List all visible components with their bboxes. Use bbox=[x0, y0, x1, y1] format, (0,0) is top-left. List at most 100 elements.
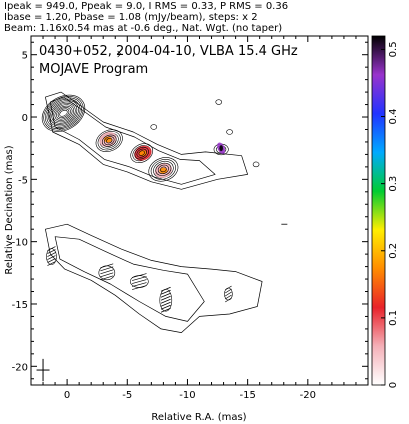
stokes-i-contour bbox=[148, 157, 179, 182]
stokes-i-contour bbox=[52, 104, 75, 123]
colorbar-label: 0.5 bbox=[388, 41, 399, 57]
evpa-vector bbox=[47, 255, 56, 260]
evpa-vector bbox=[225, 291, 232, 297]
evpa-vector bbox=[132, 282, 147, 287]
beam-marker bbox=[36, 50, 288, 382]
stokes-i-contour bbox=[49, 101, 78, 125]
evpa-vector bbox=[225, 294, 232, 300]
evpa-vector bbox=[160, 307, 171, 313]
y-tick-label: 5 bbox=[22, 51, 28, 62]
lower-jet-polarization-contours bbox=[45, 223, 263, 333]
jet-envelope-contour bbox=[45, 91, 248, 190]
x-tick-label: 0 bbox=[64, 390, 70, 401]
plot-frame bbox=[30, 35, 369, 386]
stokes-i-contour bbox=[150, 159, 176, 180]
x-tick-label: -15 bbox=[239, 390, 255, 401]
colorbar-label: 0.4 bbox=[388, 109, 399, 125]
stokes-i-contour-inner bbox=[155, 162, 172, 176]
colorbar: 0 0.1 0.2 0.3 0.4 0.5 bbox=[371, 35, 399, 388]
stokes-i-contour bbox=[56, 107, 71, 120]
evpa-vector bbox=[47, 252, 56, 257]
evpa-vector bbox=[160, 304, 171, 310]
colorbar-gradient bbox=[371, 35, 386, 386]
evpa-vector bbox=[47, 246, 56, 251]
evpa-vector bbox=[160, 301, 171, 307]
evpa-vector bbox=[47, 258, 56, 263]
x-tick-label: -10 bbox=[179, 390, 195, 401]
noise-contour bbox=[150, 124, 158, 130]
stokes-i-contour bbox=[57, 108, 70, 119]
x-tick-label: -20 bbox=[300, 390, 316, 401]
polarization-patches bbox=[99, 132, 226, 179]
evpa-vector bbox=[47, 249, 56, 254]
evpa-vector bbox=[160, 292, 171, 298]
jet-envelope-contour bbox=[49, 96, 216, 185]
stokes-i-contour-inner bbox=[136, 148, 147, 158]
stokes-i-contour-inner bbox=[157, 164, 169, 175]
x-axis-label: Relative R.A. (mas) bbox=[151, 412, 246, 423]
evpa-vector bbox=[160, 295, 171, 301]
polarization-patch-core bbox=[159, 167, 168, 174]
stokes-i-contour-inner bbox=[138, 150, 145, 156]
stokes-i-contour bbox=[97, 131, 121, 151]
colorbar-label: 0.2 bbox=[388, 243, 399, 259]
evpa-vector bbox=[100, 275, 114, 281]
noise-contour bbox=[215, 99, 223, 105]
y-tick-label: -15 bbox=[12, 300, 28, 311]
x-tick-label: -5 bbox=[122, 390, 132, 401]
evpa-vector bbox=[100, 269, 114, 275]
y-tick-label: -10 bbox=[12, 238, 28, 249]
evpa-vector bbox=[160, 289, 171, 295]
evpa-vector bbox=[47, 261, 56, 266]
evpa-vector bbox=[132, 276, 147, 281]
stokes-i-contour bbox=[51, 102, 76, 124]
stokes-i-contour-inner bbox=[101, 134, 117, 147]
stokes-i-contour bbox=[54, 105, 73, 121]
stokes-i-contour-inner bbox=[134, 146, 149, 160]
evpa-vector bbox=[100, 266, 114, 272]
stokes-i-contour bbox=[46, 98, 81, 128]
header-line-1: Ipeak = 949.0, Ppeak = 9.0, I RMS = 0.33… bbox=[4, 1, 289, 12]
stokes-i-contour bbox=[95, 129, 123, 152]
evpa-vector bbox=[225, 285, 232, 291]
stokes-i-contour bbox=[44, 97, 82, 130]
y-tick-label: 0 bbox=[22, 113, 28, 124]
stokes-i-contour-inner bbox=[160, 166, 167, 173]
stokes-i-contour bbox=[41, 94, 86, 132]
polarization-patch-core bbox=[219, 145, 223, 152]
stokes-i-contour bbox=[59, 109, 68, 117]
evpa-vector bbox=[132, 273, 147, 278]
colorbar-label: 0.1 bbox=[388, 310, 399, 326]
pol-intensity-contour bbox=[45, 223, 263, 333]
map-title: 0430+052, 2004-04-10, VLBA 15.4 GHz bbox=[39, 44, 298, 59]
stokes-i-contour bbox=[43, 96, 84, 131]
map-subtitle: MOJAVE Program bbox=[39, 62, 148, 77]
upper-jet-stokes-i-contours bbox=[41, 91, 260, 190]
noise-contour bbox=[226, 129, 233, 135]
noise-contour bbox=[117, 50, 122, 58]
y-tick-label: -5 bbox=[18, 175, 28, 186]
stokes-i-contour bbox=[48, 100, 79, 127]
stokes-i-contour-inner bbox=[106, 138, 113, 144]
evpa-vector bbox=[160, 298, 171, 304]
stokes-i-contour-inner bbox=[103, 136, 115, 146]
header-line-3: Beam: 1.16x0.54 mas at -0.6 deg., Nat. W… bbox=[4, 23, 283, 34]
evpa-vector bbox=[100, 272, 114, 278]
noise-contour bbox=[252, 161, 260, 168]
y-tick-label: -20 bbox=[12, 362, 28, 373]
colorbar-label: 0 bbox=[388, 382, 399, 388]
axis-ticks: 0 -5 -10 -15 -20 5 0 -5 -10 -15 -20 bbox=[12, 36, 368, 401]
evpa-vector bbox=[225, 288, 232, 294]
evpa-vector bbox=[225, 297, 232, 303]
colorbar-label: 0.3 bbox=[388, 176, 399, 192]
y-axis-label: Relative Decination (mas) bbox=[4, 145, 15, 274]
header-line-2: Ibase = 1.20, Pbase = 1.08 (mJy/beam), s… bbox=[4, 12, 258, 23]
evpa-vector bbox=[132, 279, 147, 284]
stokes-i-contour bbox=[130, 143, 154, 163]
pol-intensity-contour bbox=[54, 236, 205, 322]
evpa-vector bbox=[132, 285, 147, 290]
evpa-vector bbox=[160, 286, 171, 292]
evpa-vector bbox=[100, 263, 114, 269]
polarization-patch-core bbox=[138, 150, 147, 157]
